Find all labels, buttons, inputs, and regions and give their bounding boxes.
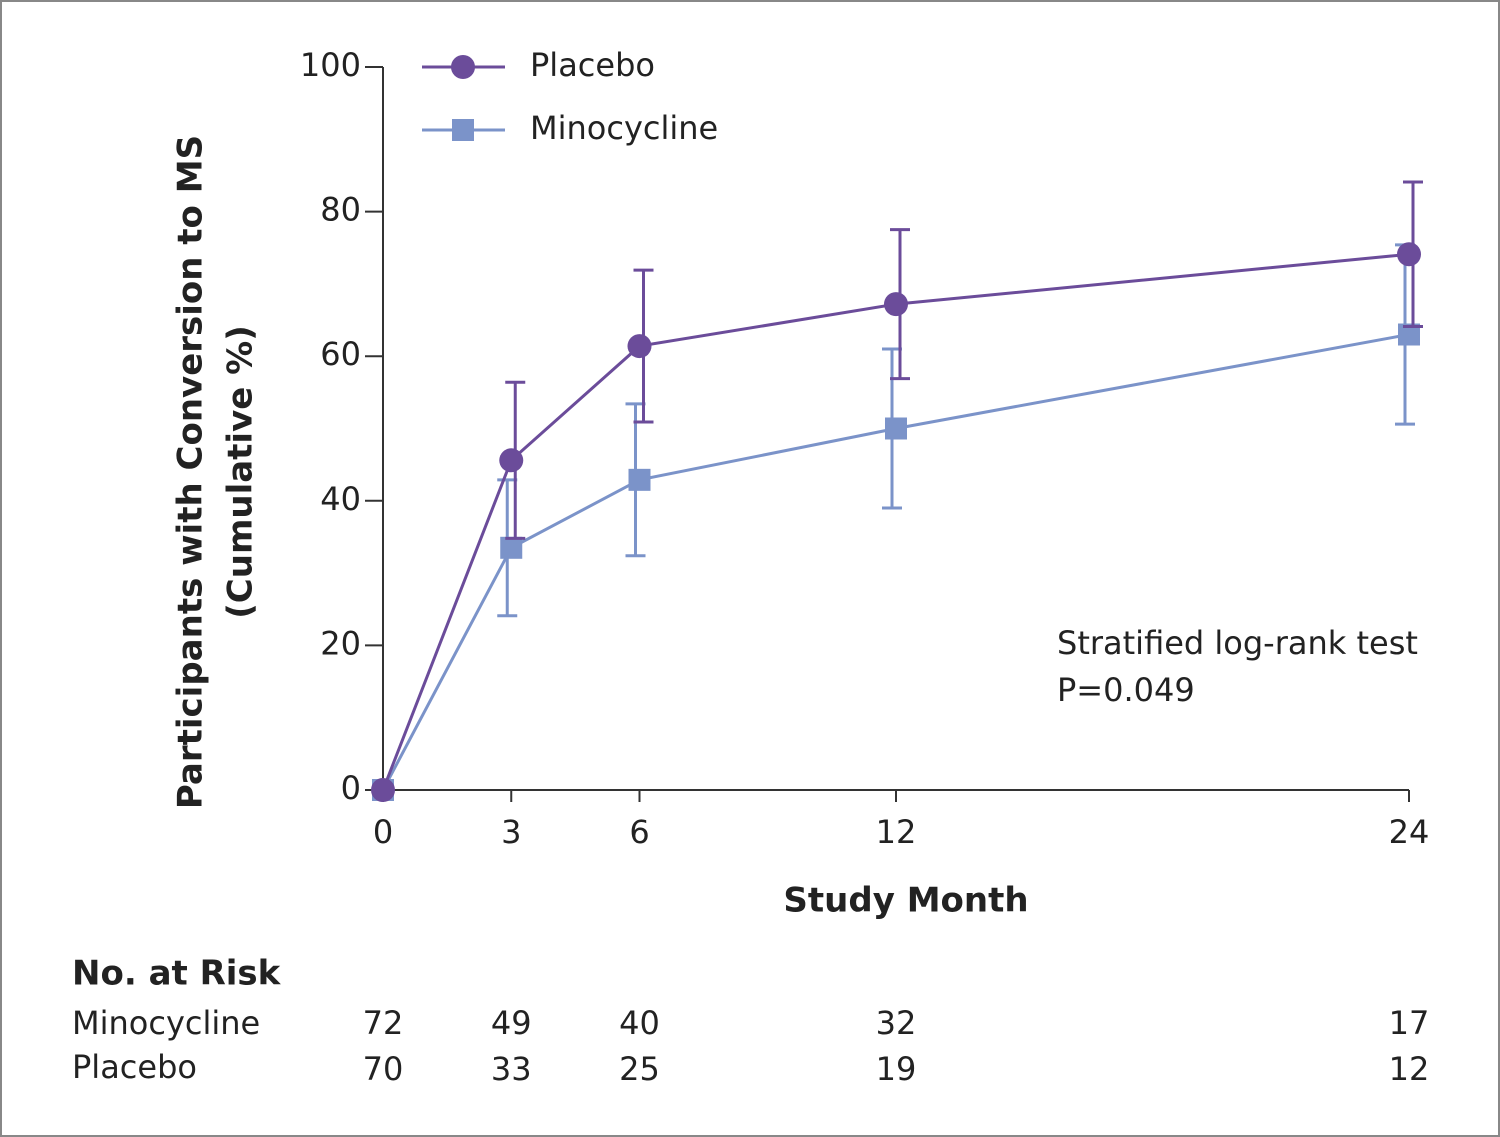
marker bbox=[1397, 242, 1421, 267]
x-tick-label: 12 bbox=[876, 813, 917, 851]
marker bbox=[499, 448, 524, 473]
marker bbox=[628, 468, 651, 491]
x-axis-label: Study Month bbox=[783, 881, 1028, 921]
marker bbox=[884, 292, 908, 317]
y-tick-label: 20 bbox=[320, 624, 361, 662]
at-risk-value: 32 bbox=[876, 1004, 917, 1042]
at-risk-value: 19 bbox=[876, 1050, 917, 1088]
legend-marker bbox=[451, 55, 475, 79]
y-tick-label: 60 bbox=[320, 335, 361, 373]
legend-marker bbox=[452, 119, 474, 141]
x-tick-label: 3 bbox=[501, 813, 521, 851]
marker bbox=[1398, 323, 1420, 346]
at-risk-label: Minocycline bbox=[72, 1004, 260, 1042]
legend-label: Placebo bbox=[530, 46, 655, 84]
y-tick-label: 100 bbox=[300, 46, 361, 84]
y-tick-label: 80 bbox=[320, 191, 361, 229]
at-risk-value: 70 bbox=[363, 1050, 404, 1088]
at-risk-label: Placebo bbox=[72, 1048, 197, 1086]
legend-label: Minocycline bbox=[530, 109, 718, 147]
at-risk-value: 12 bbox=[1389, 1050, 1430, 1088]
at-risk-value: 33 bbox=[491, 1050, 532, 1088]
marker bbox=[500, 536, 523, 559]
x-tick-label: 24 bbox=[1389, 813, 1430, 851]
annotation: Stratified log-rank test bbox=[1057, 624, 1418, 662]
x-tick-label: 6 bbox=[629, 813, 649, 851]
x-tick-label: 0 bbox=[373, 813, 393, 851]
annotation: P=0.049 bbox=[1057, 671, 1195, 709]
y-tick-label: 0 bbox=[341, 769, 361, 807]
marker bbox=[885, 417, 907, 440]
marker bbox=[371, 778, 395, 802]
at-risk-value: 25 bbox=[619, 1050, 660, 1088]
at-risk-value: 49 bbox=[491, 1004, 532, 1042]
marker bbox=[627, 334, 652, 359]
at-risk-value: 40 bbox=[619, 1004, 660, 1042]
at-risk-value: 17 bbox=[1389, 1004, 1430, 1042]
at-risk-title: No. at Risk bbox=[72, 954, 282, 994]
at-risk-value: 72 bbox=[363, 1004, 404, 1042]
y-axis-label: Participants with Conversion to MS bbox=[171, 135, 211, 809]
y-tick-label: 40 bbox=[320, 480, 361, 518]
y-axis-label: (Cumulative %) bbox=[221, 325, 261, 619]
